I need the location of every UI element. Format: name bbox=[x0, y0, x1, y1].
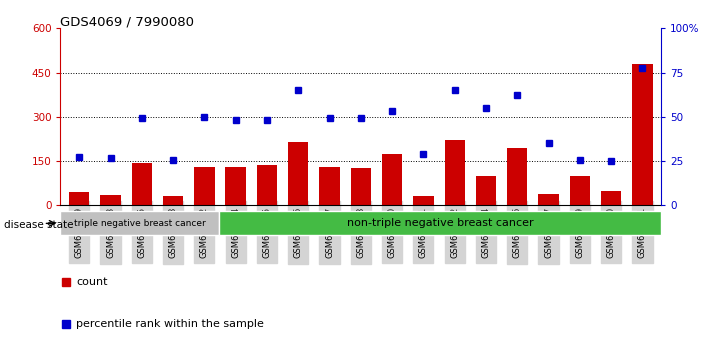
Text: non-triple negative breast cancer: non-triple negative breast cancer bbox=[346, 218, 533, 228]
Bar bbox=[413, 196, 434, 205]
Bar bbox=[351, 169, 371, 205]
Bar bbox=[257, 166, 277, 205]
Bar bbox=[194, 167, 215, 205]
Bar bbox=[225, 167, 246, 205]
Bar bbox=[163, 196, 183, 205]
Bar bbox=[218, 211, 661, 235]
Bar bbox=[444, 141, 465, 205]
Text: percentile rank within the sample: percentile rank within the sample bbox=[77, 319, 264, 329]
Bar bbox=[288, 142, 309, 205]
Bar bbox=[507, 148, 528, 205]
Bar bbox=[132, 162, 152, 205]
Bar bbox=[319, 167, 340, 205]
Bar bbox=[476, 176, 496, 205]
Bar bbox=[60, 211, 218, 235]
Text: count: count bbox=[77, 276, 108, 287]
Text: disease state: disease state bbox=[4, 220, 73, 230]
Text: triple negative breast cancer: triple negative breast cancer bbox=[74, 219, 205, 228]
Bar bbox=[601, 190, 621, 205]
Bar bbox=[382, 154, 402, 205]
Bar bbox=[632, 64, 653, 205]
Text: GDS4069 / 7990080: GDS4069 / 7990080 bbox=[60, 16, 194, 29]
Bar bbox=[100, 195, 121, 205]
Bar bbox=[570, 176, 590, 205]
Bar bbox=[538, 194, 559, 205]
Bar bbox=[69, 192, 90, 205]
